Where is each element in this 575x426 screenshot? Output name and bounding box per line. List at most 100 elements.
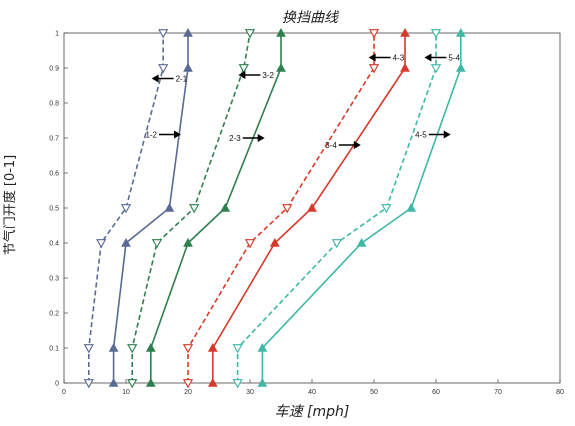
data-point-4-3: [244, 239, 256, 249]
annotation-label: 3-4: [325, 141, 337, 150]
x-tick-label: 10: [122, 389, 130, 396]
data-point-4-3: [368, 64, 380, 74]
annotation-3-2: 3-2: [238, 71, 275, 80]
y-tick-label: 0.7: [49, 136, 59, 143]
series-3-4: [207, 27, 410, 387]
data-point-2-1: [120, 204, 132, 214]
data-point-4-5: [257, 377, 268, 387]
data-point-2-1: [83, 379, 94, 389]
annotation-2-3: 2-3: [229, 134, 265, 143]
data-point-4-5: [406, 202, 417, 212]
series-line-3-2: [131, 32, 251, 383]
data-point-2-3: [220, 202, 231, 212]
data-point-2-1: [96, 239, 107, 249]
series-2-3: [145, 27, 286, 387]
arrow-head-icon: [443, 130, 451, 139]
y-tick-label: 0.4: [49, 241, 59, 248]
data-point-4-3: [368, 29, 380, 39]
data-point-5-4: [381, 204, 392, 214]
series-3-2: [127, 29, 256, 389]
data-point-3-4: [307, 202, 317, 212]
annotation-label: 2-1: [176, 75, 188, 84]
annotation-4-5: 4-5: [415, 130, 451, 140]
data-point-3-4: [400, 62, 410, 72]
x-tick-label: 30: [246, 389, 254, 396]
x-tick-label: 50: [370, 389, 378, 396]
series-layer: [83, 27, 466, 389]
annotation-label: 4-3: [393, 54, 405, 63]
arrow-head-icon: [174, 130, 181, 139]
series-line-5-4: [236, 33, 437, 383]
data-point-4-3: [182, 344, 194, 354]
data-point-1-2: [183, 27, 193, 37]
data-point-3-4: [269, 237, 280, 247]
data-point-2-3: [276, 27, 286, 37]
data-point-2-1: [158, 29, 169, 39]
y-tick-label: 0: [55, 381, 59, 388]
x-tick-label: 70: [494, 389, 502, 396]
y-tick-label: 0.2: [49, 311, 59, 318]
y-tick-label: 1: [55, 31, 59, 38]
series-line-2-3: [150, 33, 282, 383]
series-4-5: [257, 27, 466, 387]
chart-title: 换挡曲线: [282, 10, 340, 26]
data-point-4-5: [455, 62, 466, 72]
x-tick-label: 0: [62, 389, 66, 396]
data-point-4-3: [182, 379, 194, 389]
data-point-1-2: [108, 342, 119, 352]
data-point-1-2: [164, 202, 175, 212]
data-point-3-2: [127, 379, 138, 389]
series-4-3: [182, 29, 380, 389]
data-point-3-2: [238, 64, 249, 74]
x-tick-label: 40: [308, 389, 316, 396]
series-line-3-4: [212, 33, 406, 383]
data-point-1-2: [121, 237, 131, 247]
arrow-head-icon: [238, 71, 246, 79]
data-point-2-3: [145, 342, 156, 352]
data-point-2-3: [276, 62, 286, 72]
series-line-2-1: [88, 33, 164, 383]
data-point-3-2: [189, 204, 200, 214]
y-tick-label: 0.6: [49, 171, 59, 178]
data-point-4-3: [282, 204, 293, 214]
arrow-head-icon: [424, 53, 432, 62]
data-point-5-4: [331, 239, 342, 249]
data-point-5-4: [430, 64, 442, 74]
annotation-5-4: 5-4: [424, 53, 461, 63]
x-tick-label: 20: [184, 389, 192, 396]
annotation-label: 3-2: [262, 71, 274, 80]
y-axis-label: 节气门开度 [0-1]: [2, 155, 18, 256]
x-tick-label: 80: [556, 389, 564, 396]
series-1-2: [108, 27, 193, 387]
series-line-1-2: [112, 33, 189, 383]
annotation-4-3: 4-3: [368, 53, 405, 63]
data-point-3-4: [207, 342, 218, 352]
y-tick-label: 0.5: [49, 206, 59, 213]
data-point-4-5: [257, 342, 268, 352]
series-2-1: [83, 29, 169, 389]
annotations-layer: 1-2 2-1 2-3 3-2 3-4 4-3 4-5 5-4: [145, 53, 461, 150]
annotation-label: 2-3: [229, 134, 241, 143]
y-tick-label: 0.1: [49, 346, 59, 353]
arrow-head-icon: [151, 74, 159, 83]
data-point-1-2: [183, 62, 193, 72]
data-point-2-3: [145, 377, 156, 387]
data-point-5-4: [232, 379, 243, 389]
data-point-2-3: [183, 237, 193, 247]
data-point-3-2: [151, 239, 163, 249]
data-point-3-2: [127, 344, 138, 354]
y-tick-label: 0.9: [49, 66, 59, 73]
y-tick-label: 0.8: [49, 101, 59, 108]
annotation-1-2: 1-2: [145, 130, 181, 140]
annotation-label: 1-2: [145, 131, 157, 140]
annotation-label: 4-5: [415, 131, 427, 140]
annotation-2-1: 2-1: [151, 74, 188, 84]
annotation-label: 5-4: [448, 54, 460, 63]
series-line-4-5: [261, 33, 462, 383]
data-point-5-4: [232, 344, 243, 354]
series-5-4: [232, 29, 442, 389]
data-point-4-5: [455, 27, 466, 37]
series-line-4-3: [187, 33, 375, 383]
axis-ticks: 0 10 20 30 40 50 60 70 80 0 0.1 0.2 0.3 0.4 0.5 0.6 0.7 0…: [49, 31, 564, 397]
